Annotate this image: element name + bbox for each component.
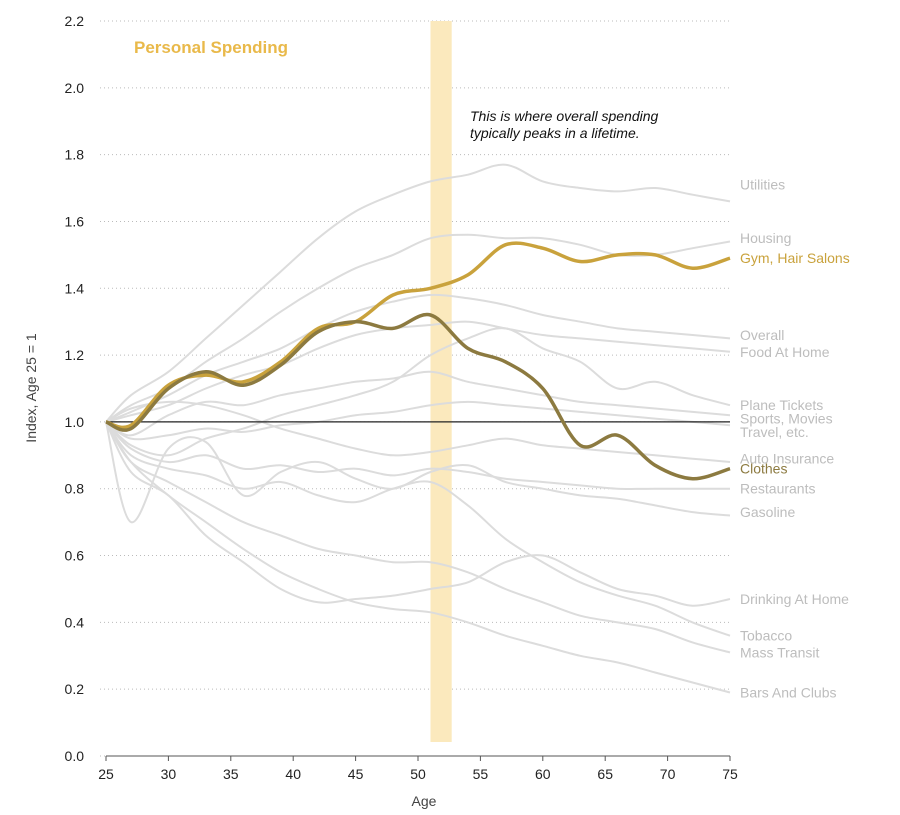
series-label-gasoline: Gasoline	[740, 504, 795, 520]
highlight-layer	[105, 241, 731, 481]
x-tick-label: 70	[660, 766, 676, 782]
label-layer: Utilities Housing Gym, Hair Salons OverallF…	[740, 177, 850, 701]
series-line-clothes	[105, 312, 731, 481]
y-tick-label: 1.2	[65, 347, 85, 363]
chart-title: Personal Spending	[134, 38, 288, 57]
series-label-clothes: Clothes	[740, 461, 787, 477]
axis-layer: 0.0 0.2 0.4 0.6 0.8 1.0 1.2 1.4 1.6 1.8 2.0 2.2 25 30…	[65, 13, 738, 782]
series-label-drinking-at-home: Drinking At Home	[740, 591, 849, 607]
series-line-auto-insurance	[105, 400, 731, 463]
y-tick-label: 0.0	[65, 748, 85, 764]
y-tick-label: 0.8	[65, 481, 85, 497]
x-tick-label: 50	[410, 766, 426, 782]
y-tick-label: 0.4	[65, 614, 85, 630]
y-tick-label: 2.2	[65, 13, 85, 29]
series-label-utilities: Utilities	[740, 177, 785, 193]
series-line-sports-movies	[105, 370, 731, 437]
y-tick-label: 1.6	[65, 213, 85, 229]
x-tick-label: 35	[223, 766, 239, 782]
x-tick-label: 40	[285, 766, 301, 782]
series-line-tobacco	[105, 421, 731, 637]
series-line-food-at-home	[105, 320, 731, 423]
x-tick-label: 45	[348, 766, 364, 782]
x-tick-label: 65	[597, 766, 613, 782]
y-tick-label: 0.2	[65, 681, 85, 697]
y-tick-label: 1.0	[65, 414, 85, 430]
series-line-mass-transit	[105, 421, 731, 654]
series-label-tobacco: Tobacco	[740, 628, 792, 644]
annotation-line-1: This is where overall spending	[470, 108, 659, 124]
series-line-bars-and-clubs	[105, 421, 731, 694]
x-axis-title: Age	[412, 793, 437, 809]
y-tick-label: 2.0	[65, 80, 85, 96]
series-label-sports-movies: Sports, Movies	[740, 411, 833, 427]
x-tick-label: 25	[98, 766, 114, 782]
series-label-gym-hair-salons: Gym, Hair Salons	[740, 250, 850, 266]
x-tick-label: 30	[161, 766, 177, 782]
y-tick-label: 1.4	[65, 280, 85, 296]
x-tick-label: 55	[473, 766, 489, 782]
series-label-plane-tickets: Plane Tickets	[740, 397, 823, 413]
series-label-bars-and-clubs: Bars And Clubs	[740, 685, 837, 701]
series-label-overall: Overall	[740, 327, 784, 343]
series-label-travel-etc: Travel, etc.	[740, 424, 809, 440]
band-layer	[430, 21, 452, 742]
annotation-line-2: typically peaks in a lifetime.	[470, 125, 640, 141]
y-tick-label: 1.8	[65, 147, 85, 163]
series-line-travel-etc	[105, 400, 731, 441]
x-tick-label: 60	[535, 766, 551, 782]
x-tick-label: 75	[722, 766, 738, 782]
series-line-drinking-at-home	[105, 421, 731, 607]
y-tick-label: 0.6	[65, 548, 85, 564]
series-line-restaurants	[105, 421, 730, 490]
peak-spending-band	[430, 21, 452, 742]
series-label-food-at-home: Food At Home	[740, 344, 830, 360]
series-label-housing: Housing	[740, 230, 791, 246]
series-label-restaurants: Restaurants	[740, 481, 815, 497]
series-label-mass-transit: Mass Transit	[740, 644, 819, 660]
series-line-gym-hair-salons	[105, 241, 731, 430]
series-line-utilities	[105, 163, 731, 423]
y-axis-title: Index, Age 25 = 1	[23, 333, 39, 443]
series-label-auto-insurance: Auto Insurance	[740, 451, 834, 467]
